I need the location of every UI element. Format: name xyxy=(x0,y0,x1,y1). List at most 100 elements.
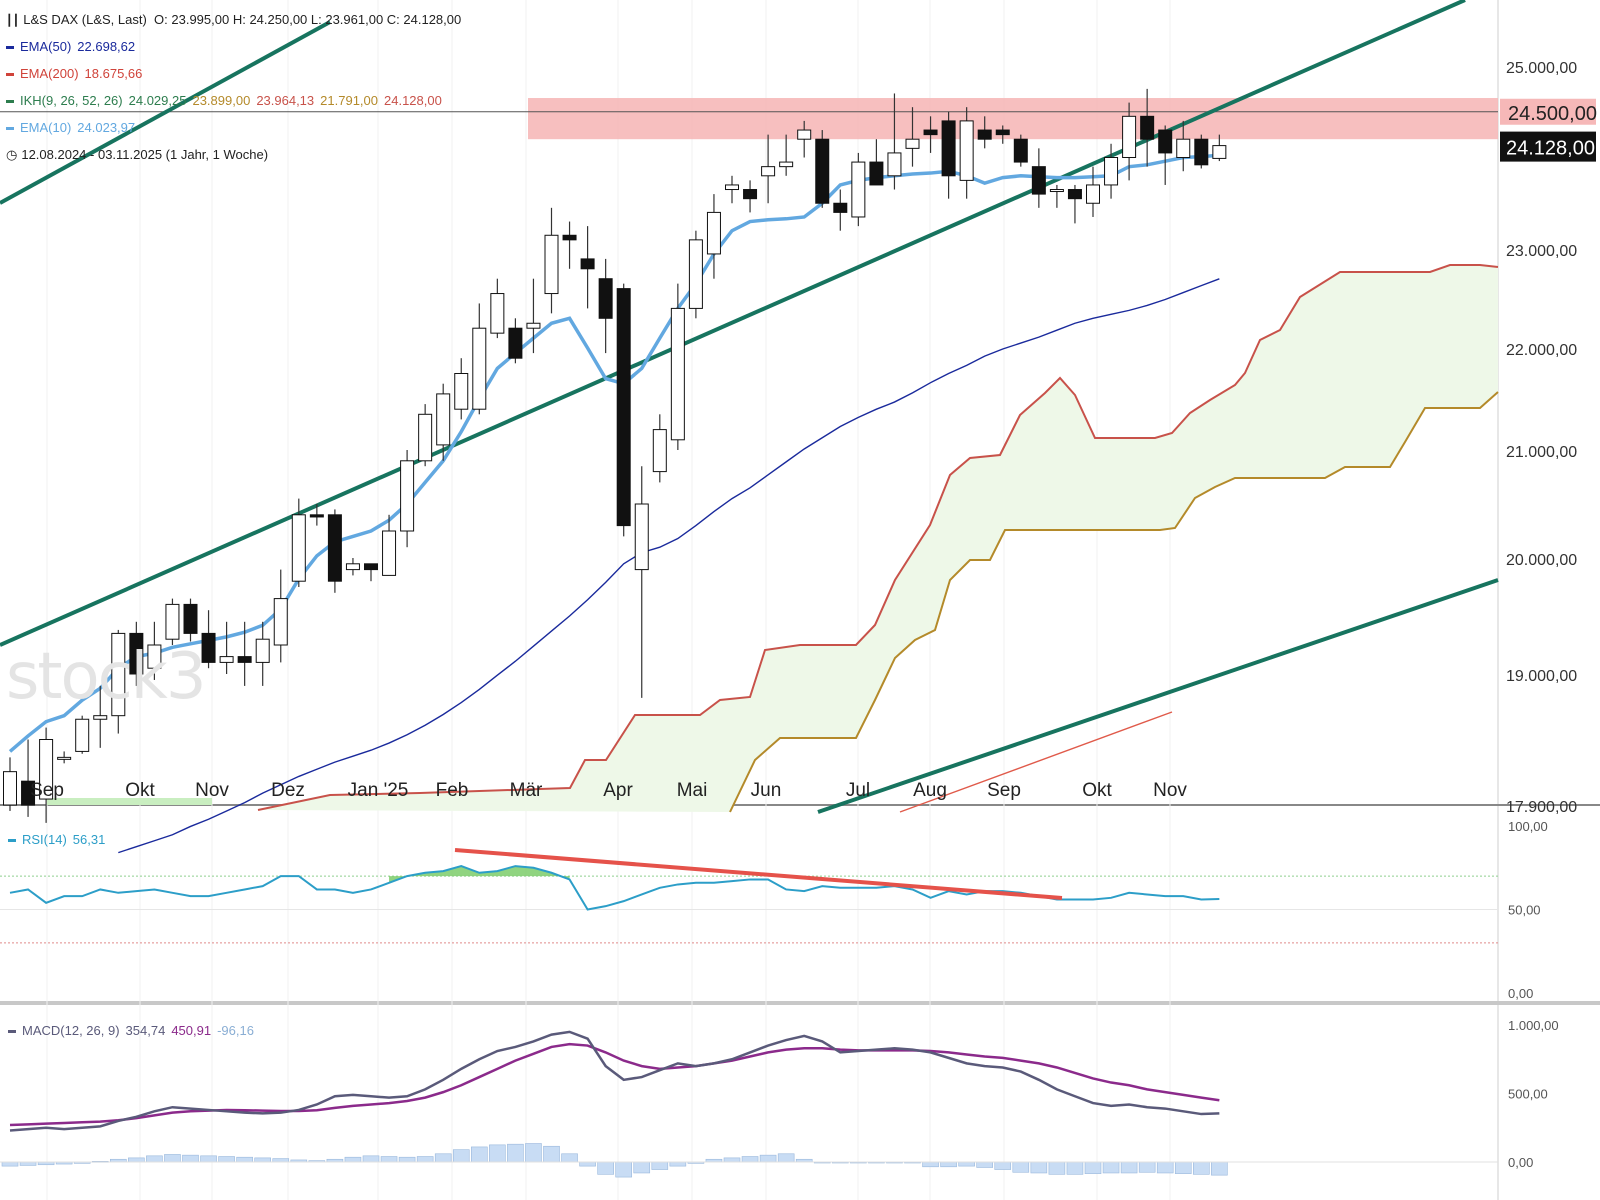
macd-histogram-bar xyxy=(1,1161,19,1167)
macd-histogram-bar xyxy=(200,1155,217,1163)
candle-body xyxy=(688,239,703,309)
candle-body xyxy=(1194,138,1209,166)
resistance-rect xyxy=(528,98,1498,140)
candle xyxy=(201,610,216,669)
last-price-label: 24.128,00 xyxy=(1506,138,1595,160)
macd-histogram-bar xyxy=(182,1154,199,1163)
candle xyxy=(688,230,703,319)
last-price-bg xyxy=(1500,131,1596,162)
month-axis: Sep Okt Nov Dez Jan '25 Feb Mär Apr Mai Jun Jul Aug… xyxy=(30,780,1187,801)
candle-body xyxy=(436,393,451,446)
rsi-tick-label: 100,00 xyxy=(1508,819,1548,834)
candle-body xyxy=(111,632,126,717)
clock-icon: ◷ xyxy=(6,147,18,162)
month-label: Aug xyxy=(913,780,947,801)
candle xyxy=(1158,125,1173,185)
candle-body xyxy=(743,189,758,200)
candle xyxy=(562,221,577,269)
candle xyxy=(490,278,505,339)
macd-histogram-bar xyxy=(1066,1161,1084,1175)
candle xyxy=(1212,134,1227,162)
candle-body xyxy=(237,656,252,663)
ema200-line xyxy=(899,711,1173,813)
candle xyxy=(616,283,631,537)
candle xyxy=(670,283,685,450)
candle xyxy=(309,504,324,526)
candle-body xyxy=(706,211,721,255)
macd-histogram-bar xyxy=(1174,1161,1192,1174)
macd-v2: 450,91 xyxy=(171,1023,212,1038)
candle xyxy=(797,120,812,158)
legend-instrument: ┃┃ L&S DAX (L&S, Last) O: 23.995,00 H: 24… xyxy=(6,12,461,29)
candle-body xyxy=(562,234,577,241)
candle xyxy=(1104,143,1119,199)
ohlc-values: O: 23.995,00 H: 24.250,00 L: 23.961,00 C… xyxy=(154,12,462,27)
macd-histogram-bar xyxy=(489,1144,506,1163)
macd-tick-label: 0,00 xyxy=(1508,1155,1533,1170)
candle-body xyxy=(616,288,631,527)
candle-body xyxy=(580,258,595,270)
candle xyxy=(291,498,306,587)
macd-histogram-bar xyxy=(759,1154,777,1163)
middle-channel-line xyxy=(0,0,1466,647)
candle xyxy=(1140,88,1155,167)
candle xyxy=(327,509,342,593)
ema50-line xyxy=(118,278,1220,854)
month-label: Mär xyxy=(510,780,543,801)
candle-body xyxy=(941,120,956,177)
macd-histogram-bar xyxy=(380,1156,398,1163)
candle xyxy=(652,414,667,483)
candle xyxy=(418,404,433,467)
candle-body xyxy=(869,161,884,186)
month-label: Feb xyxy=(436,780,469,801)
macd-panel: 1.000,00 500,00 0,00 xyxy=(0,1018,1559,1178)
candle xyxy=(869,139,884,186)
candle-body xyxy=(1140,115,1155,140)
candle xyxy=(93,685,108,748)
macd-line xyxy=(9,1030,1220,1132)
candle xyxy=(544,207,559,314)
month-label: Okt xyxy=(1082,780,1112,801)
resistance-zone xyxy=(0,98,1498,140)
macd-signal-line xyxy=(9,1042,1220,1127)
candle-body xyxy=(725,184,739,191)
ema10-label: EMA(10) xyxy=(20,120,72,135)
price-tick-label: 21.000,00 xyxy=(1506,444,1577,461)
cloud-edge-highlight xyxy=(47,798,212,805)
candle-body xyxy=(382,530,397,576)
candle-body xyxy=(1212,145,1227,159)
candle xyxy=(887,93,902,190)
candle xyxy=(1176,120,1191,172)
legend-ema200: EMA(200) 18.675,66 xyxy=(6,66,142,82)
candle-body xyxy=(57,756,72,760)
macd-histogram-bar xyxy=(1030,1161,1048,1174)
candle-body xyxy=(400,460,415,532)
price-tick-label: 19.000,00 xyxy=(1506,668,1577,685)
candle-body xyxy=(526,322,541,329)
candle-body xyxy=(833,202,848,213)
ikh-v2: 23.899,00 xyxy=(192,93,251,108)
ema50-value: 22.698,62 xyxy=(77,39,136,54)
macd-histogram-bar xyxy=(19,1161,37,1166)
candle-body xyxy=(995,129,1010,136)
macd-histogram-bar xyxy=(128,1157,145,1163)
chart-type-icon: ┃┃ xyxy=(6,15,20,27)
rsi-tick-label: 50,00 xyxy=(1508,903,1541,918)
candle-body xyxy=(508,327,523,359)
candle-body xyxy=(815,138,830,204)
candle xyxy=(21,739,36,817)
rsi-line xyxy=(9,865,1220,911)
macd-histogram-bar xyxy=(633,1161,651,1174)
macd-histogram-bar xyxy=(1193,1161,1210,1175)
candle xyxy=(851,152,866,227)
macd-histogram-bar xyxy=(344,1156,362,1163)
macd-histogram-bar xyxy=(597,1161,614,1175)
legend-ikh: IKH(9, 26, 52, 26) 24.029,25 23.899,00 23.9… xyxy=(6,93,442,109)
candle-body xyxy=(201,632,216,663)
macd-histogram-bar xyxy=(470,1146,488,1163)
candle xyxy=(1067,184,1082,224)
macd-histogram-bar xyxy=(777,1153,795,1163)
candle-body xyxy=(418,413,433,462)
candle xyxy=(364,563,378,582)
lower-channel-line xyxy=(817,578,1499,814)
